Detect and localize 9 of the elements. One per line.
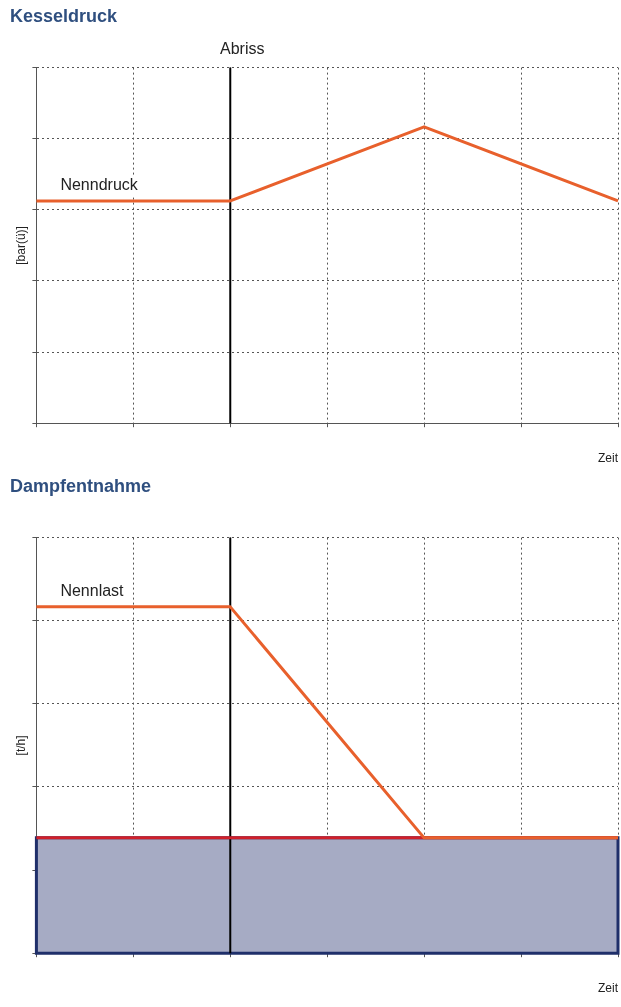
x-axis-title: Zeit — [597, 451, 619, 466]
x-axis-title: Zeit — [597, 981, 619, 996]
chart-title: Kesseldruck — [10, 5, 119, 26]
annotation: Nennlast — [60, 582, 125, 600]
annotation: Nenndruck — [60, 176, 139, 194]
y-axis-title: [t/h] — [13, 735, 28, 756]
chart-title: Dampfentnahme — [10, 475, 152, 496]
text: Abriss — [220, 40, 265, 58]
y-axis-title: [bar(ü)] — [13, 226, 28, 265]
